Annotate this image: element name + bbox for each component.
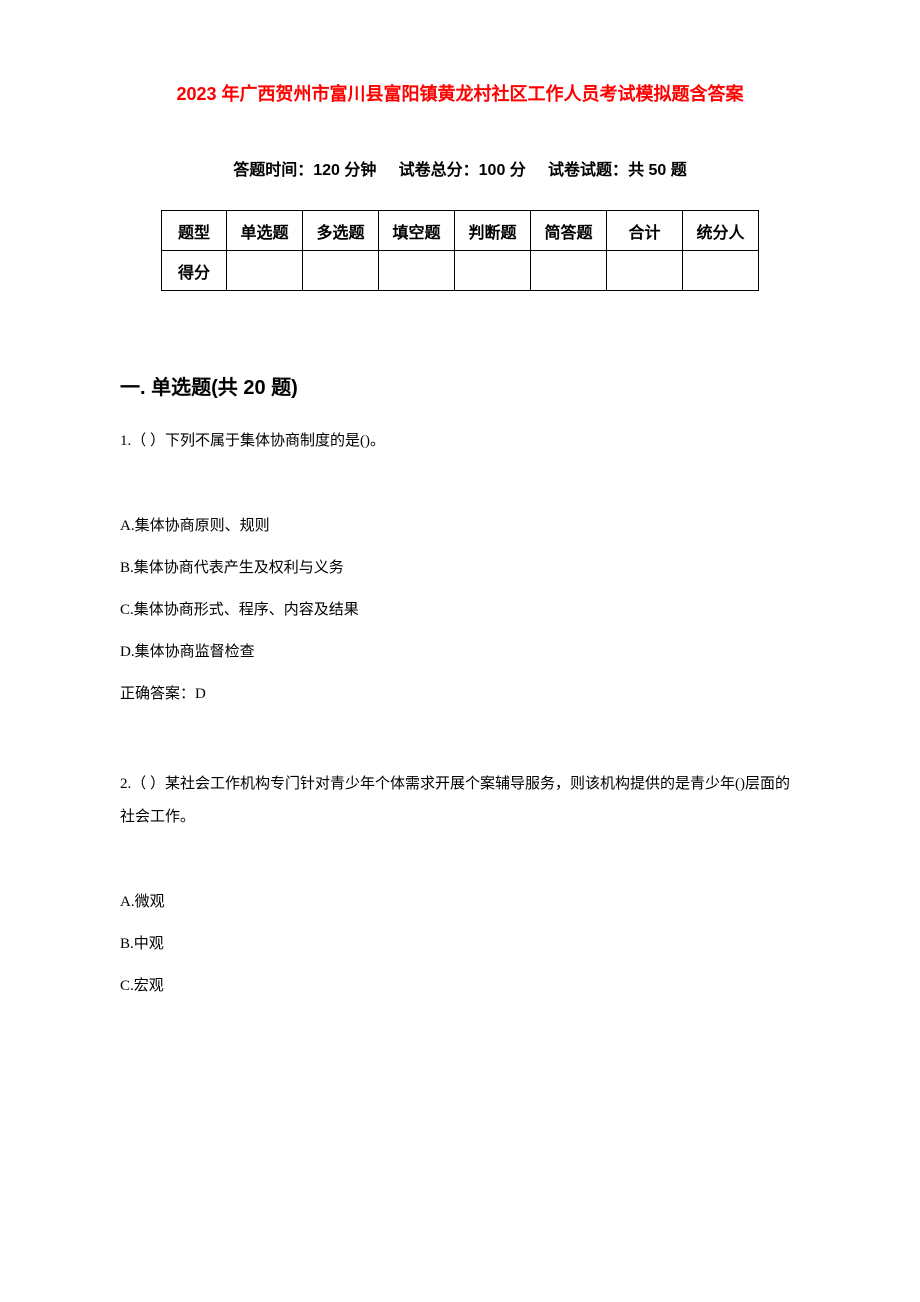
table-header-cell: 单选题 (227, 211, 303, 251)
count-label: 试卷试题： (548, 162, 628, 179)
table-cell (683, 251, 759, 291)
table-header-cell: 多选题 (303, 211, 379, 251)
question-number: 2.（ ） (120, 776, 165, 792)
option-a: A.集体协商原则、规则 (120, 513, 800, 540)
table-cell (379, 251, 455, 291)
table-data-row: 得分 (162, 251, 759, 291)
table-header-cell: 填空题 (379, 211, 455, 251)
question-number: 1.（ ） (120, 433, 165, 449)
option-b: B.集体协商代表产生及权利与义务 (120, 555, 800, 582)
question-2: 2.（ ）某社会工作机构专门针对青少年个体需求开展个案辅导服务，则该机构提供的是… (120, 768, 800, 834)
table-header-cell: 题型 (162, 211, 227, 251)
table-cell (531, 251, 607, 291)
score-value: 100 分 (479, 162, 526, 179)
question-text: 某社会工作机构专门针对青少年个体需求开展个案辅导服务，则该机构提供的是青少年()… (120, 776, 790, 825)
table-header-cell: 判断题 (455, 211, 531, 251)
answer-value: D (195, 686, 206, 702)
time-label: 答题时间： (233, 162, 313, 179)
table-cell (607, 251, 683, 291)
question-1: 1.（ ）下列不属于集体协商制度的是()。 (120, 425, 800, 458)
exam-meta-info: 答题时间：120 分钟 试卷总分：100 分 试卷试题：共 50 题 (120, 156, 800, 180)
option-b: B.中观 (120, 931, 800, 958)
table-row-label: 得分 (162, 251, 227, 291)
answer-1: 正确答案：D (120, 681, 800, 708)
question-text: 下列不属于集体协商制度的是()。 (165, 433, 385, 449)
document-title: 2023 年广西贺州市富川县富阳镇黄龙村社区工作人员考试模拟题含答案 (120, 80, 800, 106)
option-c: C.集体协商形式、程序、内容及结果 (120, 597, 800, 624)
time-value: 120 分钟 (313, 162, 376, 179)
table-header-cell: 统分人 (683, 211, 759, 251)
table-header-cell: 合计 (607, 211, 683, 251)
option-d: D.集体协商监督检查 (120, 639, 800, 666)
table-header-row: 题型 单选题 多选题 填空题 判断题 简答题 合计 统分人 (162, 211, 759, 251)
count-value: 共 50 题 (628, 162, 687, 179)
score-table: 题型 单选题 多选题 填空题 判断题 简答题 合计 统分人 得分 (161, 210, 759, 291)
option-a: A.微观 (120, 889, 800, 916)
table-cell (227, 251, 303, 291)
table-header-cell: 简答题 (531, 211, 607, 251)
section-title: 一. 单选题(共 20 题) (120, 371, 800, 400)
score-label: 试卷总分： (399, 162, 479, 179)
option-c: C.宏观 (120, 973, 800, 1000)
table-cell (455, 251, 531, 291)
answer-label: 正确答案： (120, 686, 195, 702)
table-cell (303, 251, 379, 291)
